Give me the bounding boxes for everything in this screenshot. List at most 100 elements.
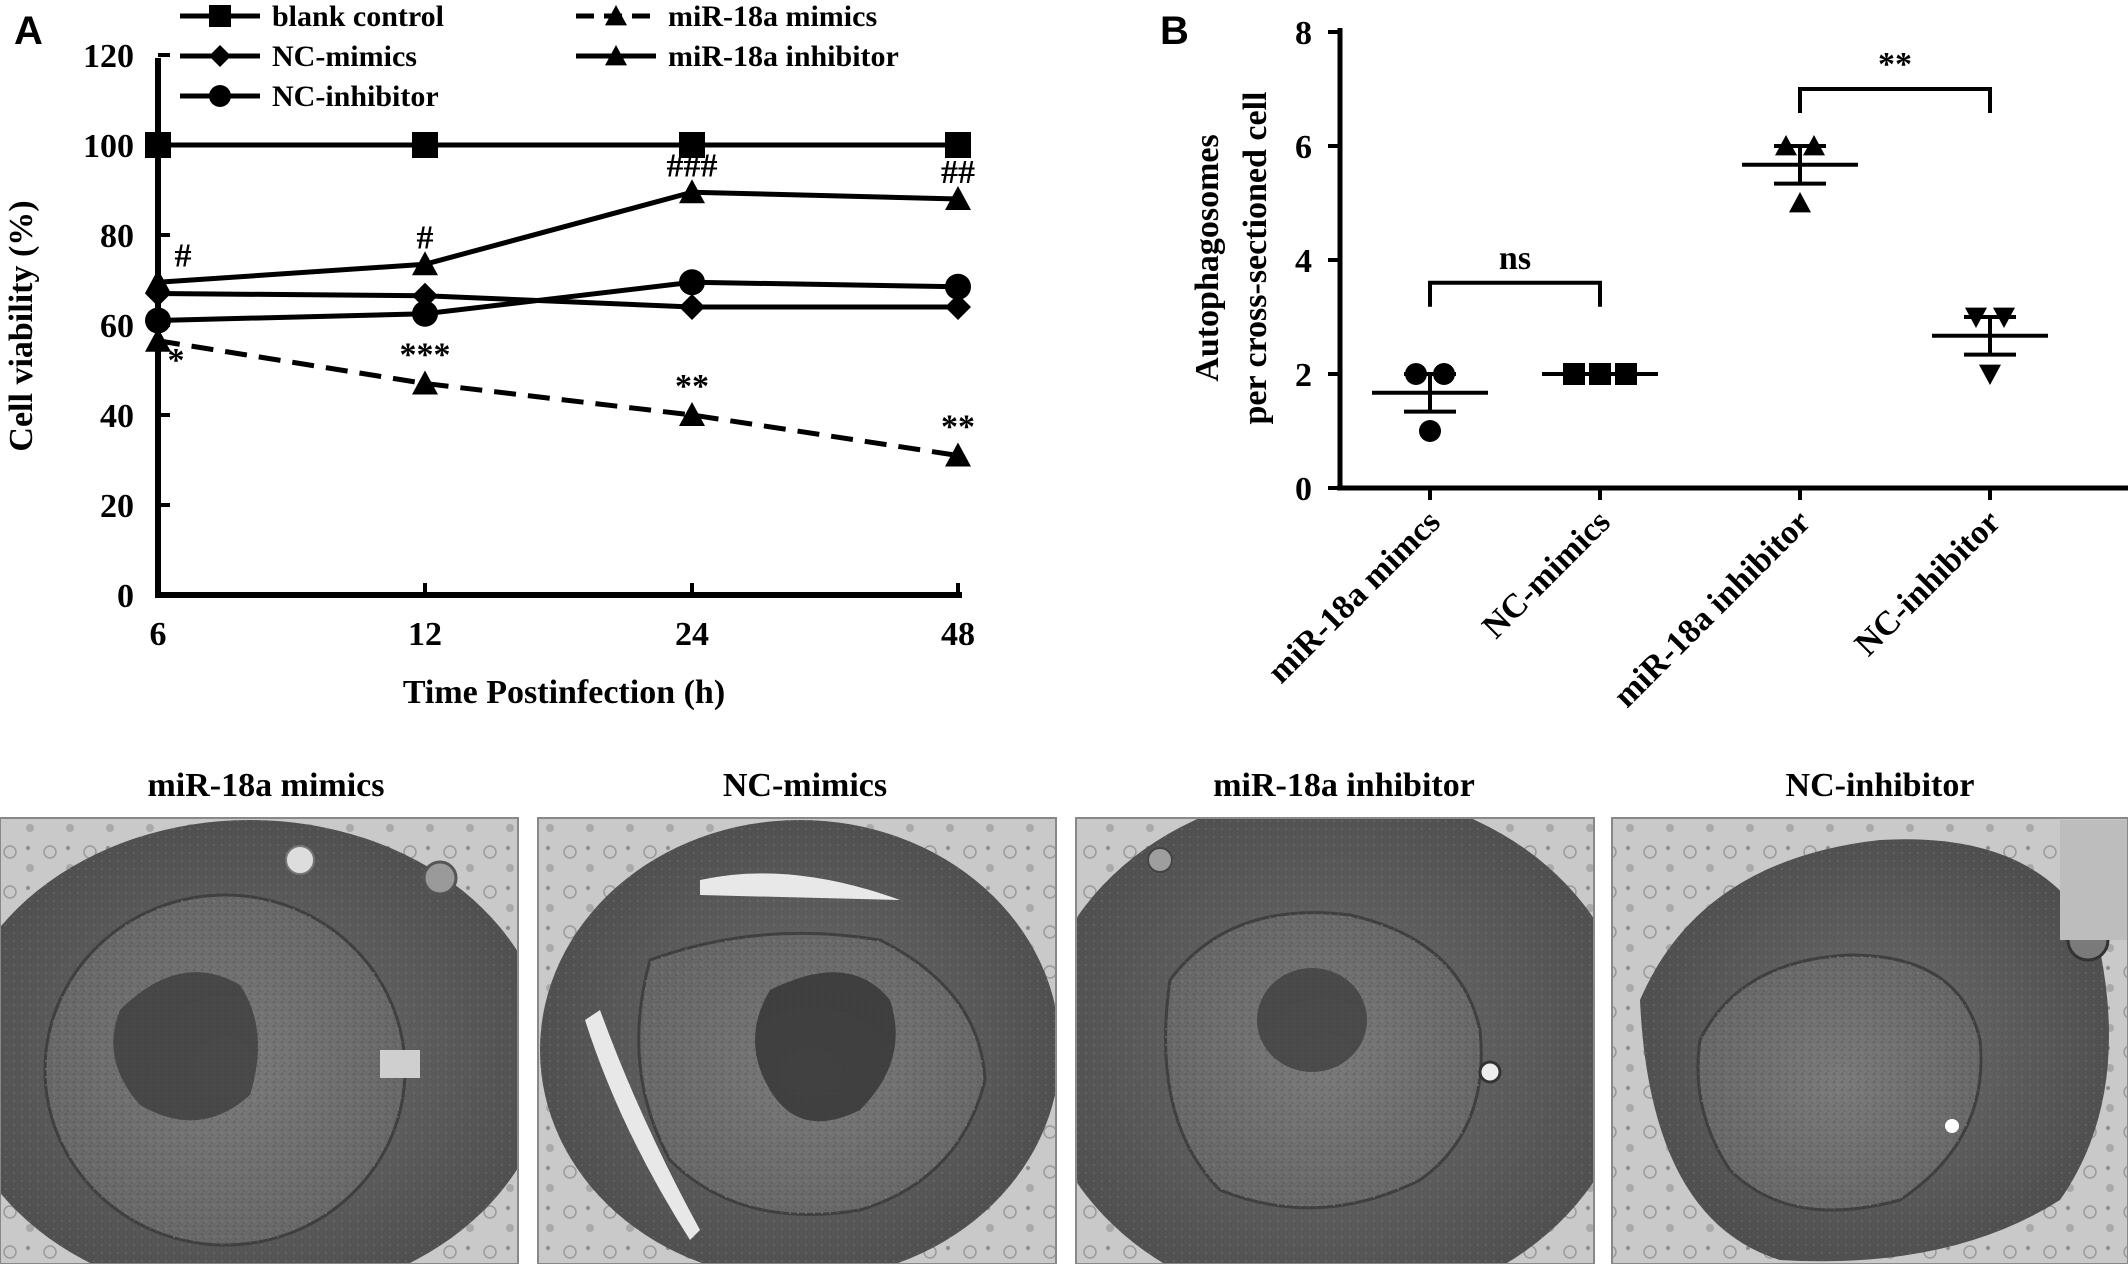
legend-marker bbox=[605, 45, 627, 66]
chart-a-x-tick-label: 48 bbox=[941, 616, 975, 653]
chart-a-point bbox=[412, 282, 438, 309]
chart-b-x-tick-label: miR-18a inhibitor bbox=[1606, 503, 1817, 714]
em-title-1: miR-18a mimics bbox=[147, 767, 384, 804]
em-micrograph-2 bbox=[537, 817, 1057, 1264]
chart-a-series-line-3 bbox=[157, 279, 959, 323]
chart-a-annotation: ** bbox=[941, 409, 975, 446]
chart-b-point bbox=[1405, 363, 1427, 385]
chart-a-annotation: ### bbox=[667, 147, 718, 184]
chart-a-y-tick-label: 120 bbox=[83, 38, 134, 75]
chart-b-point bbox=[1993, 307, 2015, 328]
chart-a-y-tick-label: 100 bbox=[83, 128, 134, 165]
legend-label: blank control bbox=[272, 0, 444, 33]
chart-a-annotations: * *******# #### ## bbox=[168, 147, 976, 445]
chart-b-point bbox=[1979, 364, 2001, 385]
chart-a-y-tick-label: 0 bbox=[117, 578, 134, 615]
chart-b-significance-bracket bbox=[1798, 87, 1992, 113]
chart-a-point bbox=[145, 132, 171, 158]
chart-b-point bbox=[1615, 363, 1637, 385]
chart-a-point bbox=[412, 251, 438, 276]
chart-a-point bbox=[945, 132, 971, 158]
chart-a-y-tick-label: 40 bbox=[100, 398, 134, 435]
chart-a-point bbox=[945, 294, 971, 320]
chart-a-point bbox=[679, 269, 705, 296]
chart-b-y-tick-label: 0 bbox=[1295, 471, 1312, 508]
legend-marker bbox=[605, 5, 627, 26]
chart-b-y-label-line2: per cross-sectioned cell bbox=[1237, 92, 1274, 425]
chart-b-significance-label: ns bbox=[1499, 240, 1531, 277]
chart-a-y-tick-label: 80 bbox=[100, 218, 134, 255]
chart-a-point bbox=[679, 294, 705, 320]
chart-b-point bbox=[1803, 135, 1825, 156]
chart-a-point bbox=[945, 186, 971, 211]
chart-a-y-tick-label: 20 bbox=[100, 488, 134, 525]
chart-b-point bbox=[1433, 363, 1455, 385]
chart-b-x-tick-label: NC-mimics bbox=[1475, 503, 1617, 645]
legend-label: miR-18a mimics bbox=[668, 0, 877, 33]
chart-a-point bbox=[145, 327, 171, 352]
chart-a-point bbox=[412, 132, 438, 158]
chart-b-groups bbox=[1372, 135, 2048, 442]
chart-a-point bbox=[679, 179, 705, 204]
chart-b-point bbox=[1563, 363, 1585, 385]
chart-a-point bbox=[945, 273, 971, 300]
legend-marker bbox=[209, 5, 231, 27]
chart-a-legend: blank control miR-18a mimics NC-mimics miR-… bbox=[180, 0, 899, 113]
chart-a-point bbox=[945, 442, 971, 467]
em-micrograph-1 bbox=[0, 817, 519, 1264]
legend-marker bbox=[209, 45, 231, 67]
chart-a-point bbox=[412, 370, 438, 395]
chart-a-series-line-4 bbox=[157, 338, 959, 458]
chart-a-y-tick-label: 60 bbox=[100, 308, 134, 345]
legend-label: miR-18a inhibitor bbox=[668, 40, 899, 73]
chart-a-y-ticks: 0 20 40 60 80 100 120 bbox=[83, 38, 170, 615]
panel-b-letter: B bbox=[1160, 9, 1189, 53]
chart-a-x-label: Time Postinfection (h) bbox=[403, 674, 725, 711]
chart-b-x-tick-label: miR-18a mimcs bbox=[1261, 503, 1448, 690]
chart-b-y-ticks: 0 2 4 6 8 bbox=[1295, 15, 1340, 508]
chart-b-point bbox=[1589, 363, 1611, 385]
em-title-2: NC-mimics bbox=[723, 767, 887, 804]
legend-label: NC-mimics bbox=[272, 40, 417, 73]
chart-b-significance-label: ** bbox=[1878, 46, 1912, 83]
chart-a-series bbox=[145, 132, 971, 467]
chart-a-x-tick-label: 6 bbox=[150, 616, 167, 653]
em-micrograph-4 bbox=[1611, 817, 2128, 1264]
chart-a-x-tick-label: 12 bbox=[408, 616, 442, 653]
chart-a-x-ticks: 6 12 24 48 bbox=[150, 583, 975, 653]
legend-marker bbox=[209, 85, 231, 107]
chart-b-x-tick-label: NC-inhibitor bbox=[1848, 503, 2008, 663]
chart-a-point bbox=[145, 269, 171, 294]
chart-b-significance: ns ** bbox=[1428, 46, 1992, 307]
chart-b-point bbox=[1419, 420, 1441, 442]
chart-a-point bbox=[145, 307, 171, 334]
chart-a-point bbox=[679, 402, 705, 427]
em-micrograph-3 bbox=[1075, 817, 1595, 1264]
chart-b-y-tick-label: 6 bbox=[1295, 129, 1312, 166]
em-title-4: NC-inhibitor bbox=[1786, 767, 1975, 804]
chart-a-annotation: *** bbox=[400, 337, 451, 374]
chart-b-significance-bracket bbox=[1428, 280, 1602, 307]
chart-b-point bbox=[1775, 135, 1797, 156]
chart-a-x-tick-label: 24 bbox=[675, 616, 709, 653]
chart-a-y-label: Cell viability (%) bbox=[3, 200, 40, 451]
chart-a-annotation: # bbox=[417, 219, 434, 256]
chart-a-point bbox=[679, 132, 705, 158]
chart-a-annotation: ## bbox=[941, 154, 975, 191]
panel-a-letter: A bbox=[14, 9, 43, 53]
chart-b-y-tick-label: 8 bbox=[1295, 15, 1312, 52]
chart-a-series-line-5 bbox=[157, 189, 959, 285]
chart-b-y-tick-label: 4 bbox=[1295, 243, 1312, 280]
chart-a-annotation: # bbox=[175, 237, 192, 274]
chart-a-annotation: ** bbox=[675, 368, 709, 405]
legend-label: NC-inhibitor bbox=[272, 80, 439, 113]
chart-a-annotation: * bbox=[168, 342, 185, 379]
chart-b-y-label-line1: Autophagosomes bbox=[1189, 134, 1226, 381]
em-title-3: miR-18a inhibitor bbox=[1213, 767, 1475, 804]
chart-b-point bbox=[1789, 192, 1811, 213]
chart-b-y-tick-label: 2 bbox=[1295, 357, 1312, 394]
